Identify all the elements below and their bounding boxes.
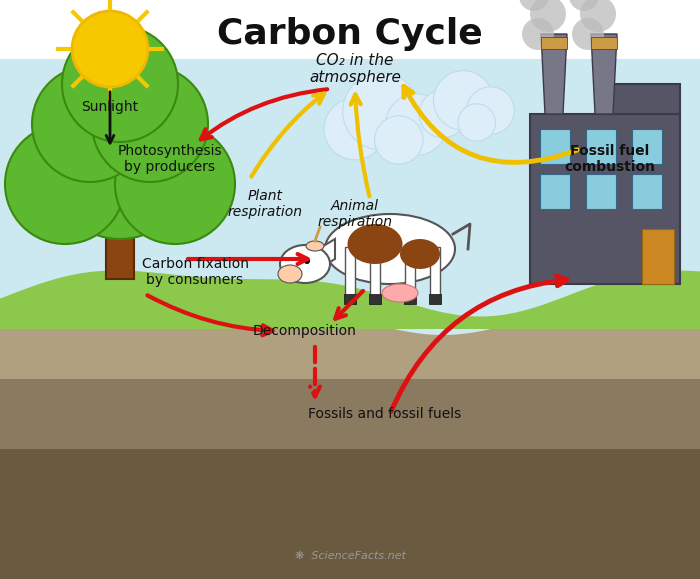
Bar [642,229,674,284]
Ellipse shape [347,224,402,264]
Circle shape [467,87,514,134]
Text: Fossil fuel
combustion: Fossil fuel combustion [564,144,655,174]
Bar [586,174,616,209]
Text: ❋  ScienceFacts.net: ❋ ScienceFacts.net [295,551,405,561]
Circle shape [140,90,207,158]
Text: Animal
respiration: Animal respiration [318,199,393,229]
Text: Fossils and fossil fuels: Fossils and fossil fuels [309,407,461,421]
Bar [0,0,700,59]
Circle shape [72,11,148,87]
FancyArrowPatch shape [201,89,327,140]
Text: CO₂ in the
atmosphere: CO₂ in the atmosphere [309,53,401,85]
FancyArrowPatch shape [251,94,324,177]
Ellipse shape [400,239,440,269]
Bar [540,174,570,209]
Text: Plant
respiration: Plant respiration [228,189,302,219]
Bar [429,294,441,304]
Circle shape [386,94,447,155]
Bar [0,449,700,579]
Circle shape [304,258,310,264]
Circle shape [73,96,140,163]
FancyArrowPatch shape [106,92,114,143]
Text: Decomposition: Decomposition [253,324,357,338]
FancyArrowPatch shape [391,276,567,412]
Text: Photosynthesis
by producers: Photosynthesis by producers [118,144,223,174]
Circle shape [572,18,604,50]
Bar [591,37,617,49]
Circle shape [115,124,235,244]
Bar [541,37,567,49]
Circle shape [530,0,566,32]
Circle shape [580,0,616,32]
Circle shape [433,71,493,130]
Text: Sunlight: Sunlight [81,100,139,114]
Ellipse shape [382,284,418,302]
Bar [632,129,662,164]
Ellipse shape [280,245,330,283]
Circle shape [569,0,599,11]
Polygon shape [541,34,567,114]
Polygon shape [310,239,335,274]
Circle shape [32,66,148,182]
Bar [600,84,680,114]
FancyArrowPatch shape [335,291,363,319]
Text: Carbon fixation
by consumers: Carbon fixation by consumers [141,257,248,287]
Circle shape [522,18,554,50]
Bar [404,294,416,304]
FancyBboxPatch shape [106,184,134,279]
Bar [586,129,616,164]
Circle shape [419,90,467,138]
Circle shape [93,68,177,152]
Circle shape [458,104,496,141]
Ellipse shape [306,241,324,251]
Polygon shape [591,34,617,114]
FancyArrowPatch shape [404,86,578,163]
Circle shape [5,124,125,244]
Circle shape [92,66,208,182]
FancyArrowPatch shape [148,295,272,335]
Bar [530,114,680,284]
Bar [632,174,662,209]
Bar [0,59,700,419]
Circle shape [50,99,190,239]
Bar [369,294,381,304]
FancyArrowPatch shape [351,94,370,196]
Circle shape [374,116,423,164]
Bar [405,247,415,299]
Bar [370,247,380,299]
Bar [0,379,700,579]
FancyArrowPatch shape [188,254,307,264]
Polygon shape [0,298,700,379]
Circle shape [324,98,386,160]
Circle shape [343,73,420,150]
Bar [345,247,355,299]
Bar [430,247,440,299]
Circle shape [519,0,549,11]
Bar [344,294,356,304]
Bar [540,129,570,164]
Polygon shape [0,270,700,329]
Circle shape [62,26,178,142]
Ellipse shape [278,265,302,283]
Text: Carbon Cycle: Carbon Cycle [217,17,483,51]
Ellipse shape [325,214,455,284]
Circle shape [128,115,181,167]
FancyArrowPatch shape [310,347,320,397]
